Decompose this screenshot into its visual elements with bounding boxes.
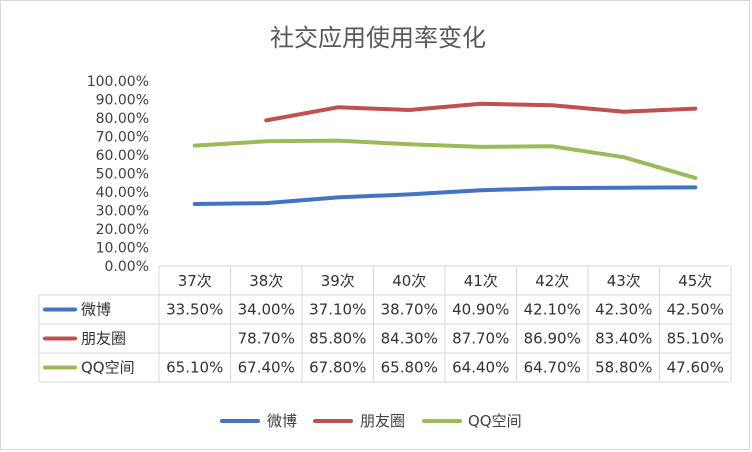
data-label: 67.80% bbox=[309, 359, 366, 377]
x-tick-label: 40次 bbox=[392, 272, 426, 290]
data-label: 78.70% bbox=[238, 330, 295, 348]
x-tick-label: 39次 bbox=[321, 272, 355, 290]
legend-label: QQ空间 bbox=[468, 412, 522, 430]
y-tick-label: 70.00% bbox=[96, 130, 149, 146]
y-tick-label: 20.00% bbox=[96, 222, 149, 238]
series-line bbox=[192, 185, 698, 206]
data-label: 58.80% bbox=[595, 359, 652, 377]
data-label: 86.90% bbox=[524, 330, 581, 348]
data-label: 83.40% bbox=[595, 330, 652, 348]
data-label: 40.90% bbox=[452, 301, 509, 319]
y-tick-label: 50.00% bbox=[96, 167, 149, 183]
x-tick-label: 37次 bbox=[178, 272, 212, 290]
x-tick-label: 43次 bbox=[607, 272, 641, 290]
data-label: 85.10% bbox=[667, 330, 724, 348]
y-tick-label: 90.00% bbox=[96, 93, 149, 109]
y-tick-label: 30.00% bbox=[96, 204, 149, 220]
data-label: 37.10% bbox=[309, 301, 366, 319]
y-tick-label: 80.00% bbox=[96, 111, 149, 127]
data-label: 85.80% bbox=[309, 330, 366, 348]
data-label: 38.70% bbox=[381, 301, 438, 319]
data-label: 64.40% bbox=[452, 359, 509, 377]
x-tick-label: 42次 bbox=[535, 272, 569, 290]
data-label: 42.10% bbox=[524, 301, 581, 319]
data-label: 34.00% bbox=[238, 301, 295, 319]
y-tick-label: 10.00% bbox=[96, 241, 149, 257]
data-label: 65.80% bbox=[381, 359, 438, 377]
y-tick-label: 60.00% bbox=[96, 148, 149, 164]
legend-label: 朋友圈 bbox=[360, 412, 405, 430]
data-label: 33.50% bbox=[166, 301, 223, 319]
y-tick-label: 40.00% bbox=[96, 185, 149, 201]
data-label: 84.30% bbox=[381, 330, 438, 348]
x-tick-label: 41次 bbox=[464, 272, 498, 290]
data-label: 42.30% bbox=[595, 301, 652, 319]
legend-label: 微博 bbox=[267, 412, 297, 430]
table-series-name: 微博 bbox=[81, 301, 111, 319]
data-label: 65.10% bbox=[166, 359, 223, 377]
table-series-name: 朋友圈 bbox=[81, 330, 126, 348]
y-tick-label: 100.00% bbox=[87, 74, 149, 90]
y-tick-label: 0.00% bbox=[105, 259, 149, 275]
series-line bbox=[264, 101, 698, 123]
data-label: 64.70% bbox=[524, 359, 581, 377]
table-series-name: QQ空间 bbox=[81, 359, 135, 377]
series-line bbox=[192, 138, 698, 180]
data-label: 47.60% bbox=[667, 359, 724, 377]
data-label: 42.50% bbox=[667, 301, 724, 319]
data-label: 87.70% bbox=[452, 330, 509, 348]
x-tick-label: 38次 bbox=[249, 272, 283, 290]
chart-title: 社交应用使用率变化 bbox=[270, 24, 486, 52]
x-tick-label: 45次 bbox=[678, 272, 712, 290]
data-label: 67.40% bbox=[238, 359, 295, 377]
